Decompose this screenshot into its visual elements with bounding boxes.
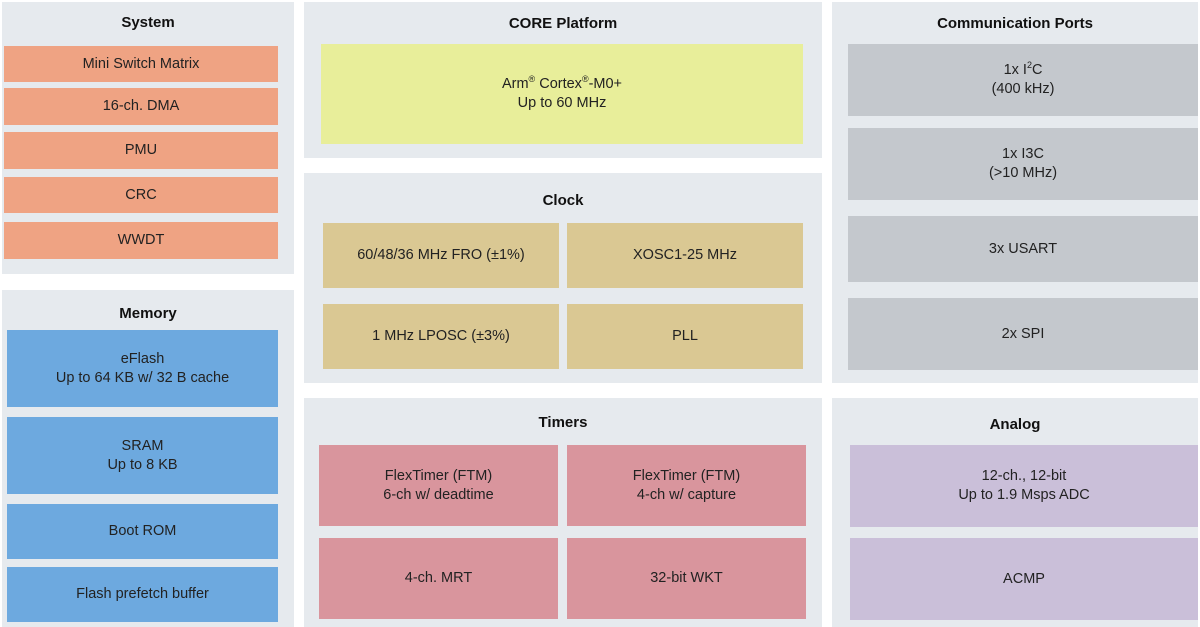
core-panel: CORE Platform Arm® Cortex®-M0+ Up to 60 … bbox=[304, 2, 822, 158]
block-label: CRC bbox=[125, 186, 157, 203]
block-sublabel: Up to 60 MHz bbox=[517, 95, 607, 111]
analog-panel: Analog 12-ch., 12-bit Up to 1.9 Msps ADC… bbox=[832, 398, 1198, 627]
block-sublabel: 6-ch w/ deadtime bbox=[383, 486, 494, 503]
block-cpu: Arm® Cortex®-M0+ Up to 60 MHz bbox=[321, 44, 803, 144]
block-i3c: 1x I3C (>10 MHz) bbox=[848, 128, 1198, 200]
system-title: System bbox=[121, 14, 175, 31]
block-label: 2x SPI bbox=[1001, 325, 1045, 342]
comm-title: Communication Ports bbox=[937, 15, 1093, 32]
block-adc: 12-ch., 12-bit Up to 1.9 Msps ADC bbox=[850, 445, 1198, 527]
timers-panel: Timers FlexTimer (FTM) 6-ch w/ deadtime … bbox=[304, 398, 822, 627]
block-wwdt: WWDT bbox=[4, 222, 278, 259]
block-label: ACMP bbox=[1003, 570, 1045, 587]
block-label: FlexTimer (FTM) bbox=[384, 467, 493, 484]
analog-title: Analog bbox=[989, 416, 1041, 433]
block-sublabel: (>10 MHz) bbox=[988, 165, 1058, 181]
block-label: 16-ch. DMA bbox=[102, 98, 180, 114]
block-label: 1 MHz LPOSC (±3%) bbox=[372, 328, 510, 344]
block-flash-prefetch: Flash prefetch buffer bbox=[7, 567, 278, 622]
block-sublabel: 4-ch w/ capture bbox=[636, 486, 737, 503]
block-xosc: XOSC1-25 MHz bbox=[567, 223, 803, 288]
block-label: 1x I3C bbox=[1002, 146, 1044, 162]
block-mrt: 4-ch. MRT bbox=[319, 538, 558, 619]
block-dma: 16-ch. DMA bbox=[4, 88, 278, 125]
block-label: 12-ch., 12-bit bbox=[981, 468, 1067, 484]
block-label: 3x USART bbox=[988, 240, 1058, 257]
clock-title: Clock bbox=[542, 192, 584, 209]
block-wkt: 32-bit WKT bbox=[567, 538, 806, 619]
block-label: PLL bbox=[672, 328, 698, 344]
block-label: WWDT bbox=[117, 232, 165, 248]
block-sram: SRAM Up to 8 KB bbox=[7, 417, 278, 494]
block-label: eFlash bbox=[120, 350, 165, 367]
clock-panel: Clock 60/48/36 MHz FRO (±1%) XOSC1-25 MH… bbox=[304, 173, 822, 383]
block-eflash: eFlash Up to 64 KB w/ 32 B cache bbox=[7, 330, 278, 407]
block-label: Flash prefetch buffer bbox=[76, 586, 209, 602]
block-pmu: PMU bbox=[4, 132, 278, 169]
block-label: 60/48/36 MHz FRO (±1%) bbox=[357, 247, 525, 263]
block-pll: PLL bbox=[567, 304, 803, 369]
block-ftm-4ch: FlexTimer (FTM) 4-ch w/ capture bbox=[567, 445, 806, 526]
block-ftm-6ch: FlexTimer (FTM) 6-ch w/ deadtime bbox=[319, 445, 558, 526]
block-lposc: 1 MHz LPOSC (±3%) bbox=[323, 304, 559, 369]
block-sublabel: Up to 8 KB bbox=[107, 456, 178, 473]
system-panel: System Mini Switch Matrix 16-ch. DMA PMU… bbox=[2, 2, 294, 274]
cpu-label: Arm® Cortex®-M0+ bbox=[501, 74, 623, 92]
block-acmp: ACMP bbox=[850, 538, 1198, 620]
timers-title: Timers bbox=[538, 414, 588, 431]
block-label: Mini Switch Matrix bbox=[82, 55, 200, 72]
block-sublabel: (400 kHz) bbox=[991, 81, 1055, 97]
block-spi: 2x SPI bbox=[848, 298, 1198, 370]
i2c-label: 1x I2C bbox=[1003, 60, 1043, 78]
core-title: CORE Platform bbox=[508, 15, 618, 32]
block-usart: 3x USART bbox=[848, 216, 1198, 282]
block-label: FlexTimer (FTM) bbox=[632, 467, 741, 484]
comm-panel: Communication Ports 1x I2C (400 kHz) 1x … bbox=[832, 2, 1198, 383]
block-i2c: 1x I2C (400 kHz) bbox=[848, 44, 1198, 116]
memory-panel: Memory eFlash Up to 64 KB w/ 32 B cache … bbox=[2, 290, 294, 627]
block-label: 4-ch. MRT bbox=[404, 570, 473, 586]
block-crc: CRC bbox=[4, 177, 278, 213]
block-label: PMU bbox=[124, 142, 158, 158]
block-boot-rom: Boot ROM bbox=[7, 504, 278, 559]
memory-title: Memory bbox=[119, 305, 177, 322]
block-mini-switch-matrix: Mini Switch Matrix bbox=[4, 46, 278, 82]
block-label: 32-bit WKT bbox=[650, 570, 723, 586]
block-label: Boot ROM bbox=[108, 523, 177, 539]
block-label: XOSC1-25 MHz bbox=[633, 247, 737, 263]
block-sublabel: Up to 1.9 Msps ADC bbox=[958, 487, 1090, 503]
block-fro: 60/48/36 MHz FRO (±1%) bbox=[323, 223, 559, 288]
block-label: SRAM bbox=[121, 437, 164, 454]
block-sublabel: Up to 64 KB w/ 32 B cache bbox=[55, 369, 230, 386]
